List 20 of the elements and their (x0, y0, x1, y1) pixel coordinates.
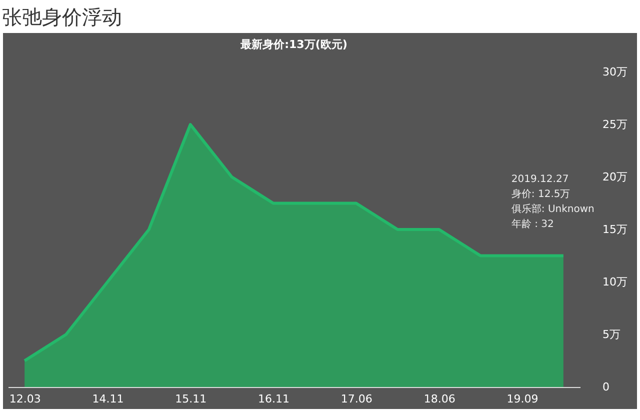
annotation: 俱乐部: Unknown (511, 203, 594, 215)
chart-title: 张弛身价浮动 (2, 4, 122, 31)
x-tick-label: 12.03 (9, 392, 41, 406)
x-tick-label: 19.09 (506, 392, 538, 406)
annotation: 2019.12.27 (511, 174, 569, 185)
annotation: 年龄 : 32 (511, 218, 554, 230)
x-tick-label: 18.06 (424, 392, 456, 406)
x-tick-label: 17.06 (340, 392, 372, 406)
y-tick-label: 0 (602, 380, 610, 394)
y-tick-label: 5万 (602, 328, 620, 341)
x-tick-label: 15.11 (175, 392, 207, 406)
annotation: 身价: 12.5万 (511, 188, 570, 200)
y-tick-label: 20万 (602, 170, 628, 184)
x-tick-label: 14.11 (92, 392, 124, 406)
y-tick-label: 25万 (602, 118, 628, 131)
y-tick-label: 10万 (602, 276, 628, 288)
x-tick-label: 16.11 (258, 392, 290, 406)
y-tick-label: 30万 (602, 66, 628, 78)
chart-subtitle: 最新身价:13万(欧元) (240, 38, 348, 51)
y-tick-label: 15万 (602, 223, 628, 236)
